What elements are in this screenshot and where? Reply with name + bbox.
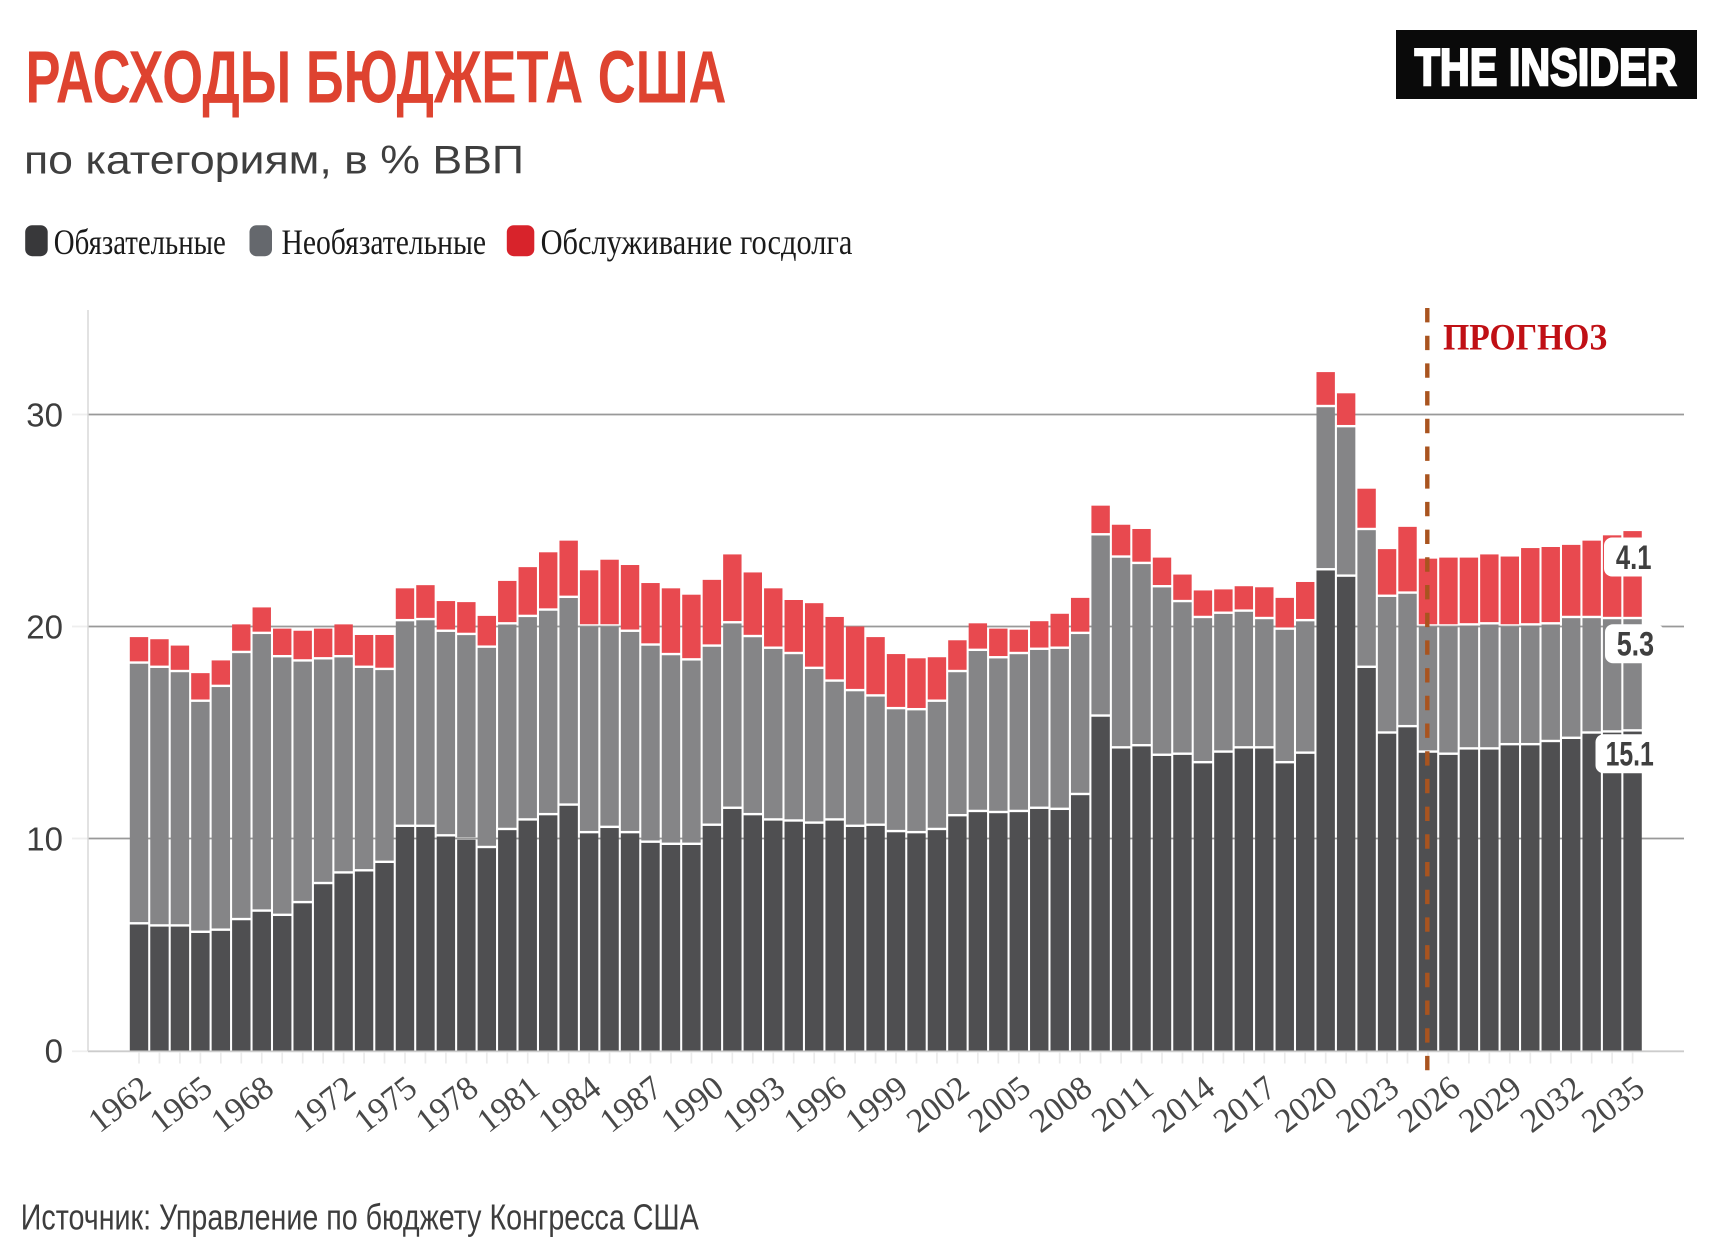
svg-text:Необязательные: Необязательные	[282, 222, 487, 262]
svg-text:10: 10	[26, 820, 63, 857]
svg-text:4.1: 4.1	[1616, 539, 1652, 577]
svg-text:5.3: 5.3	[1617, 626, 1654, 664]
svg-text:ПРОГНОЗ: ПРОГНОЗ	[1443, 317, 1607, 358]
svg-text:Обслуживание госдолга: Обслуживание госдолга	[541, 222, 853, 262]
svg-text:THE INSIDER: THE INSIDER	[1415, 39, 1677, 97]
svg-text:30: 30	[26, 397, 63, 434]
svg-text:20: 20	[26, 609, 63, 646]
svg-text:0: 0	[45, 1033, 63, 1070]
svg-text:15.1: 15.1	[1606, 736, 1654, 774]
svg-text:Источник: Управление по бюджет: Источник: Управление по бюджету Конгресс…	[21, 1196, 699, 1237]
svg-text:по категориям, в % ВВП: по категориям, в % ВВП	[24, 139, 524, 183]
svg-text:РАСХОДЫ БЮДЖЕТА США: РАСХОДЫ БЮДЖЕТА США	[26, 36, 727, 119]
svg-text:Обязательные: Обязательные	[54, 222, 226, 262]
